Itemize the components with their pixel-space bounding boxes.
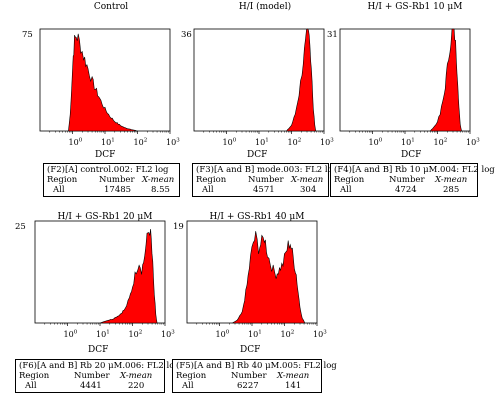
x-tick-label: 100	[64, 330, 78, 340]
stats-header: (F5)[A and B] Rb 40 μM.005: FL2 log	[176, 361, 337, 371]
stats-box: (F3)[A and B] mode.003: FL2 log Region N…	[192, 163, 338, 197]
y-max-label: 75	[22, 30, 33, 40]
stats-col-number: Number	[248, 175, 284, 185]
stats-val-number: 4571	[253, 185, 275, 195]
stats-val-xmean: 141	[285, 381, 302, 391]
stats-col-number: Number	[99, 175, 135, 185]
stats-val-number: 17485	[104, 185, 132, 195]
x-axis-label: DCF	[88, 345, 109, 355]
stats-col-number: Number	[231, 371, 267, 381]
x-tick-label: 101	[101, 138, 115, 148]
y-max-label: 19	[173, 222, 184, 232]
x-axis-label: DCF	[247, 150, 268, 160]
x-tick-label: 103	[166, 138, 180, 148]
stats-box: (F2)[A] control.002: FL2 log Region Numb…	[43, 163, 180, 197]
x-axis-label: DCF	[95, 150, 116, 160]
stats-col-xmean: X-mean	[120, 371, 153, 381]
x-tick-label: 103	[466, 138, 480, 148]
panel-title: H/I + GS-Rb1 20 μM	[57, 212, 153, 222]
stats-col-xmean: X-mean	[291, 175, 324, 185]
stats-val-number: 4724	[395, 185, 417, 195]
x-tick-label: 103	[161, 330, 175, 340]
x-tick-label: 101	[96, 330, 110, 340]
stats-col-number: Number	[74, 371, 110, 381]
x-tick-label: 103	[320, 138, 334, 148]
stats-val-xmean: 304	[300, 185, 317, 195]
stats-col-xmean: X-mean	[277, 371, 310, 381]
x-tick-label: 102	[129, 330, 143, 340]
x-tick-label: 102	[281, 330, 295, 340]
stats-header: (F2)[A] control.002: FL2 log	[47, 165, 169, 175]
stats-val-number: 4441	[80, 381, 102, 391]
histogram-area	[429, 28, 462, 132]
panel-title: H/I (model)	[238, 2, 292, 12]
stats-val-number: 6227	[237, 381, 259, 391]
x-tick-label: 102	[134, 138, 148, 148]
stats-col-xmean: X-mean	[142, 175, 175, 185]
stats-val-region: All	[25, 381, 37, 391]
x-tick-label: 102	[288, 138, 302, 148]
y-max-label: 25	[15, 222, 26, 232]
x-tick-label: 100	[223, 138, 237, 148]
x-tick-label: 100	[69, 138, 83, 148]
stats-box: (F6)[A and B] Rb 20 μM.006: FL2 log Regi…	[15, 359, 180, 393]
stats-val-region: All	[202, 185, 214, 195]
stats-val-xmean: 220	[128, 381, 145, 391]
histogram-area	[231, 231, 306, 324]
stats-val-region: All	[53, 185, 65, 195]
x-axis-label: DCF	[401, 150, 422, 160]
y-max-label: 31	[327, 30, 338, 40]
panel-title: Control	[93, 2, 129, 12]
x-tick-label: 102	[434, 138, 448, 148]
stats-col-region: Region	[196, 175, 227, 185]
x-tick-label: 101	[248, 330, 262, 340]
stats-val-region: All	[340, 185, 352, 195]
stats-col-region: Region	[19, 371, 50, 381]
histogram-area	[68, 33, 138, 132]
stats-col-number: Number	[389, 175, 425, 185]
panel-title: H/I + GS-Rb1 10 μM	[367, 2, 463, 12]
x-axis-label: DCF	[240, 345, 261, 355]
stats-val-xmean: 8.55	[151, 185, 170, 195]
stats-val-xmean: 285	[443, 185, 460, 195]
stats-box: (F4)[A and B] Rb 10 μM.004: FL2 log Regi…	[330, 163, 495, 197]
y-max-label: 36	[181, 30, 192, 40]
stats-col-region: Region	[334, 175, 365, 185]
histogram-area	[99, 228, 158, 324]
stats-val-region: All	[182, 381, 194, 391]
x-tick-label: 103	[313, 330, 327, 340]
histogram-area	[285, 28, 317, 132]
x-tick-label: 101	[401, 138, 415, 148]
panel-title: H/I + GS-Rb1 40 μM	[209, 212, 305, 222]
stats-header: (F6)[A and B] Rb 20 μM.006: FL2 log	[19, 361, 180, 371]
stats-header: (F4)[A and B] Rb 10 μM.004: FL2 log	[334, 165, 495, 175]
stats-col-xmean: X-mean	[435, 175, 468, 185]
stats-col-region: Region	[176, 371, 207, 381]
stats-box: (F5)[A and B] Rb 40 μM.005: FL2 log Regi…	[172, 359, 337, 393]
x-tick-label: 100	[369, 138, 383, 148]
stats-header: (F3)[A and B] mode.003: FL2 log	[196, 165, 339, 175]
x-tick-label: 100	[216, 330, 230, 340]
stats-col-region: Region	[47, 175, 78, 185]
x-tick-label: 101	[255, 138, 269, 148]
